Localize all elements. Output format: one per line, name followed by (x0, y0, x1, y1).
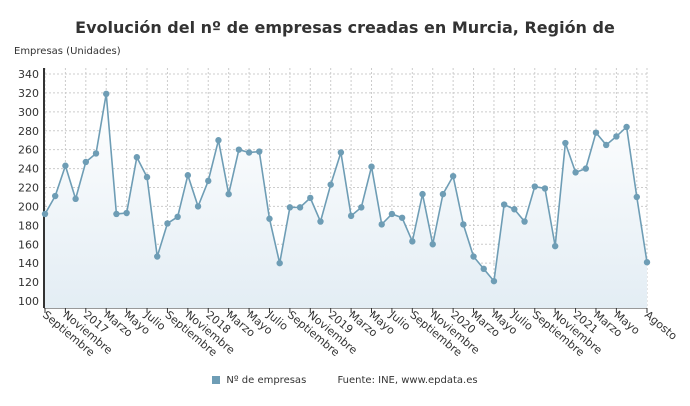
data-point (623, 123, 630, 131)
data-point (133, 154, 141, 161)
data-point (368, 163, 375, 170)
data-point (439, 190, 447, 198)
y-tick-label: 220 (18, 182, 39, 195)
data-point (429, 241, 436, 248)
data-point (541, 185, 549, 192)
y-tick-label: 120 (18, 276, 39, 289)
legend: Nº de empresas Fuente: INE, www.epdata.e… (0, 375, 690, 386)
data-point (460, 221, 467, 228)
data-point (470, 253, 477, 260)
legend-swatch (212, 376, 221, 384)
y-tick-label: 180 (18, 219, 39, 232)
data-point (521, 218, 528, 225)
y-tick-label: 280 (18, 125, 39, 138)
data-point (551, 242, 559, 250)
y-tick-label: 140 (18, 257, 39, 270)
data-point (388, 210, 396, 218)
data-point (235, 146, 243, 153)
y-tick-label: 260 (18, 144, 39, 157)
data-point (307, 194, 314, 202)
data-point (266, 215, 273, 222)
data-point (184, 172, 192, 179)
data-point (92, 150, 100, 157)
data-point (256, 148, 263, 155)
data-point (296, 204, 304, 211)
data-point (398, 214, 406, 221)
data-point (613, 133, 620, 140)
data-point (41, 210, 49, 218)
data-point (123, 209, 130, 217)
x-tick-label: Agosto (642, 308, 680, 343)
data-point (643, 259, 651, 266)
data-point (286, 204, 294, 211)
data-point (205, 177, 212, 185)
data-point (164, 220, 171, 227)
data-point (143, 173, 151, 181)
data-point (531, 183, 538, 190)
data-point (317, 218, 324, 225)
data-point (245, 149, 253, 156)
data-point (582, 165, 589, 172)
data-point (592, 129, 600, 136)
data-point (327, 181, 334, 188)
legend-label: Nº de empresas (226, 375, 307, 386)
y-tick-label: 240 (18, 163, 39, 176)
data-point (449, 172, 457, 180)
chart-title: Evolución del nº de empresas creadas en … (75, 18, 615, 37)
y-tick-label: 100 (18, 295, 39, 308)
data-point (490, 277, 498, 285)
y-tick-label: 200 (18, 200, 39, 213)
data-point (480, 265, 487, 273)
y-axis-label: Empresas (Unidades) (14, 46, 121, 57)
data-point (347, 212, 355, 220)
y-tick-label: 300 (18, 106, 39, 119)
data-point (103, 90, 110, 98)
data-point (358, 204, 365, 211)
data-point (174, 213, 181, 221)
series-line (44, 93, 648, 284)
data-point (378, 221, 385, 228)
data-point (225, 190, 232, 198)
data-point (602, 141, 610, 149)
data-point (276, 259, 283, 267)
data-point (409, 238, 416, 245)
data-point (194, 203, 202, 210)
data-point (511, 206, 518, 213)
data-point (215, 137, 222, 144)
data-point (52, 192, 59, 200)
y-tick-label: 320 (18, 87, 39, 100)
source-text: Fuente: INE, www.epdata.es (337, 375, 478, 386)
data-point (419, 190, 426, 198)
data-point (154, 253, 161, 260)
data-point (62, 162, 69, 169)
data-point (562, 139, 569, 147)
y-tick-label: 340 (18, 68, 39, 81)
data-point (113, 210, 120, 218)
series-area (45, 93, 647, 308)
data-point (82, 158, 90, 166)
y-tick-label: 160 (18, 238, 39, 251)
data-point (337, 149, 345, 156)
data-point (72, 195, 79, 203)
data-point (572, 169, 579, 176)
data-point (500, 201, 508, 208)
data-point (633, 193, 640, 201)
